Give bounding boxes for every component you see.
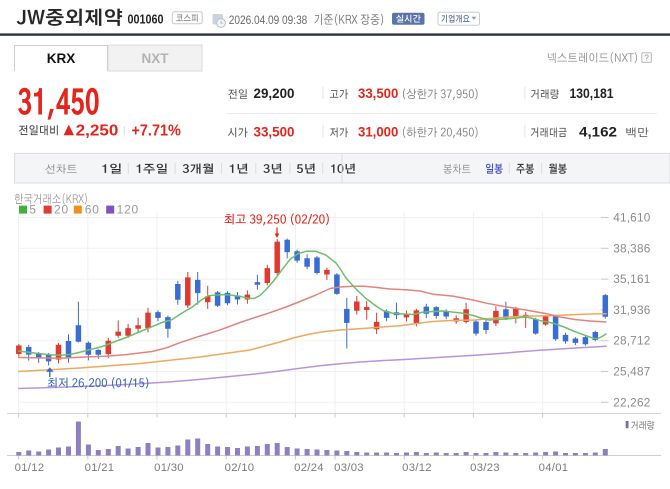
svg-text:01/30: 01/30 (154, 462, 184, 474)
svg-text:41,610: 41,610 (613, 211, 651, 225)
svg-text:120: 120 (117, 203, 139, 217)
svg-text:29,200: 29,200 (254, 85, 295, 101)
svg-text:01/12: 01/12 (15, 462, 45, 474)
svg-text:31,936: 31,936 (613, 303, 651, 317)
svg-text:20: 20 (54, 203, 69, 217)
svg-text:33,500: 33,500 (358, 85, 398, 101)
svg-text:33,500: 33,500 (254, 123, 295, 139)
svg-text:01/21: 01/21 (85, 462, 115, 474)
svg-text:2026.04.09 09:38: 2026.04.09 09:38 (229, 13, 308, 27)
svg-text:04/01: 04/01 (539, 462, 569, 474)
svg-text:38,386: 38,386 (613, 241, 651, 255)
svg-text:03/23: 03/23 (470, 462, 500, 474)
svg-text:001060: 001060 (128, 12, 164, 27)
svg-text:31,000: 31,000 (358, 123, 398, 139)
svg-text:+7.71%: +7.71% (132, 122, 181, 139)
svg-text:22,262: 22,262 (613, 395, 650, 409)
svg-text:2,250: 2,250 (76, 122, 119, 139)
svg-text:28,712: 28,712 (613, 334, 650, 348)
svg-text:4,162: 4,162 (579, 123, 617, 139)
svg-text:KRX: KRX (47, 51, 76, 66)
svg-text:02/24: 02/24 (294, 462, 324, 474)
svg-text:130,181: 130,181 (570, 85, 614, 101)
svg-text:02/10: 02/10 (225, 462, 255, 474)
svg-text:35,161: 35,161 (613, 272, 650, 286)
svg-text:5: 5 (29, 203, 36, 217)
svg-text:?: ? (644, 54, 649, 63)
svg-text:60: 60 (85, 203, 100, 217)
svg-text:25,487: 25,487 (613, 365, 650, 379)
svg-text:NXT: NXT (142, 51, 170, 66)
svg-text:03/03: 03/03 (334, 462, 364, 474)
svg-text:03/12: 03/12 (402, 462, 432, 474)
